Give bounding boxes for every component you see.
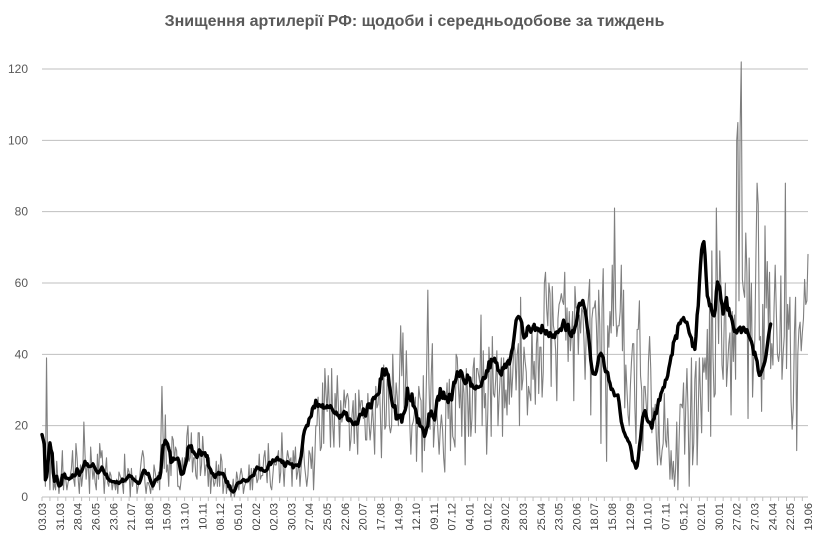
x-tick-label: 28.03 (518, 503, 530, 531)
x-tick-label: 28.04 (73, 503, 85, 531)
x-tick-label: 13.10 (180, 503, 192, 531)
y-tick-label-20: 20 (15, 419, 29, 433)
x-tick-label: 12.10 (411, 503, 423, 531)
x-tick-label: 29.02 (500, 503, 512, 531)
x-tick-label: 22.05 (785, 503, 797, 531)
gridlines (42, 68, 808, 427)
x-tick-label: 04.01 (465, 503, 477, 531)
y-tick-label-0: 0 (21, 490, 28, 504)
x-tick-label: 27.04 (304, 503, 316, 531)
y-tick-label-40: 40 (15, 347, 29, 361)
y-axis-tick-labels: 0 20 40 60 80 100 120 (8, 62, 28, 504)
x-tick-label: 22.06 (340, 503, 352, 531)
x-tick-label: 18.08 (144, 503, 156, 531)
x-tick-label: 15.08 (607, 503, 619, 531)
x-tick-label: 12.09 (625, 503, 637, 531)
x-tick-label: 02.03 (269, 503, 281, 531)
y-tick-label-100: 100 (8, 133, 28, 147)
x-tick-label: 07.11 (660, 503, 672, 530)
y-tick-label-80: 80 (15, 205, 29, 219)
x-tick-label: 02.02 (251, 503, 263, 531)
y-tick-label-60: 60 (15, 276, 29, 290)
x-tick-label: 18.07 (589, 503, 601, 531)
x-tick-label: 31.03 (55, 503, 67, 531)
x-tick-label: 08.12 (215, 503, 227, 531)
x-tick-label: 25.04 (536, 503, 548, 531)
x-tick-label: 20.07 (358, 503, 370, 531)
x-axis (41, 496, 808, 501)
x-tick-label: 10.11 (197, 503, 209, 530)
x-tick-label: 14.09 (393, 503, 405, 531)
x-tick-label: 27.02 (732, 503, 744, 531)
x-tick-label: 02.01 (696, 503, 708, 531)
x-tick-label: 21.07 (126, 503, 138, 531)
x-tick-label: 17.08 (375, 503, 387, 531)
x-tick-label: 05.01 (233, 503, 245, 531)
chart-title: Знищення артилерії РФ: щодоби і середньо… (164, 13, 665, 30)
x-tick-label: 23.05 (554, 503, 566, 531)
x-tick-label: 24.04 (767, 503, 779, 531)
y-tick-label-120: 120 (8, 62, 28, 76)
x-tick-label: 23.06 (108, 503, 120, 531)
series (40, 61, 809, 498)
x-tick-label: 15.09 (162, 503, 174, 531)
x-tick-label: 03.03 (37, 503, 49, 531)
x-tick-label: 25.05 (322, 503, 334, 531)
series-line-weekly (40, 239, 773, 494)
x-tick-label: 20.06 (571, 503, 583, 531)
x-tick-label: 30.01 (714, 503, 726, 531)
x-tick-label: 07.12 (447, 503, 459, 531)
x-axis-tick-labels: 03.03 31.03 28.04 26.05 23.06 21.07 18.08 15.09… (37, 503, 815, 531)
x-tick-label: 10.10 (643, 503, 655, 531)
x-tick-label: 26.05 (90, 503, 102, 531)
x-tick-label: 27.03 (750, 503, 762, 531)
x-tick-label: 01.02 (482, 503, 494, 531)
x-tick-label: 05.12 (678, 503, 690, 531)
x-tick-label: 19.06 (803, 503, 815, 531)
x-tick-label: 30.03 (286, 503, 298, 531)
x-tick-label: 09.11 (429, 503, 441, 530)
